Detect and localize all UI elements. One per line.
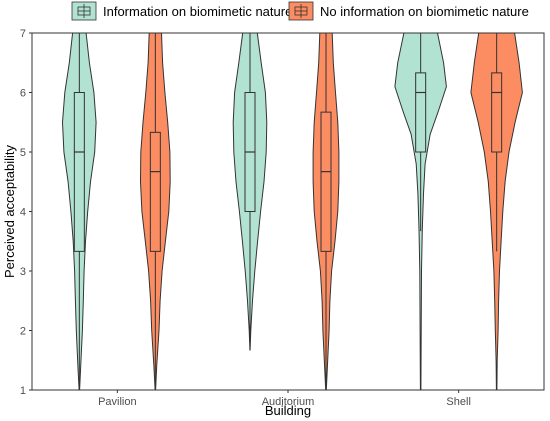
x-axis-title: Building [265,403,311,418]
box-0-0 [73,92,85,252]
x-tick-label-2: Shell [446,396,470,408]
y-tick-label-2: 3 [20,266,26,278]
x-tick-label-0: Pavilion [98,396,137,408]
box-0-2 [415,72,427,153]
box-1-2 [491,72,503,153]
legend-label-0: Information on biomimetic nature [103,4,292,19]
x-tick-label-1: Auditorium [262,396,315,408]
box-1-1 [320,111,332,252]
y-tick-label-1: 2 [20,326,26,338]
y-tick-label-3: 4 [20,207,26,219]
panel-border [31,32,545,391]
y-tick-label-5: 6 [20,88,26,100]
y-tick-label-0: 1 [20,385,26,397]
y-axis-title: Perceived acceptability [2,145,17,278]
legend-label-1: No information on biomimetic nature [320,4,529,19]
y-tick-label-4: 5 [20,147,26,159]
y-tick-label-6: 7 [20,28,26,40]
box-1-0 [149,131,161,252]
